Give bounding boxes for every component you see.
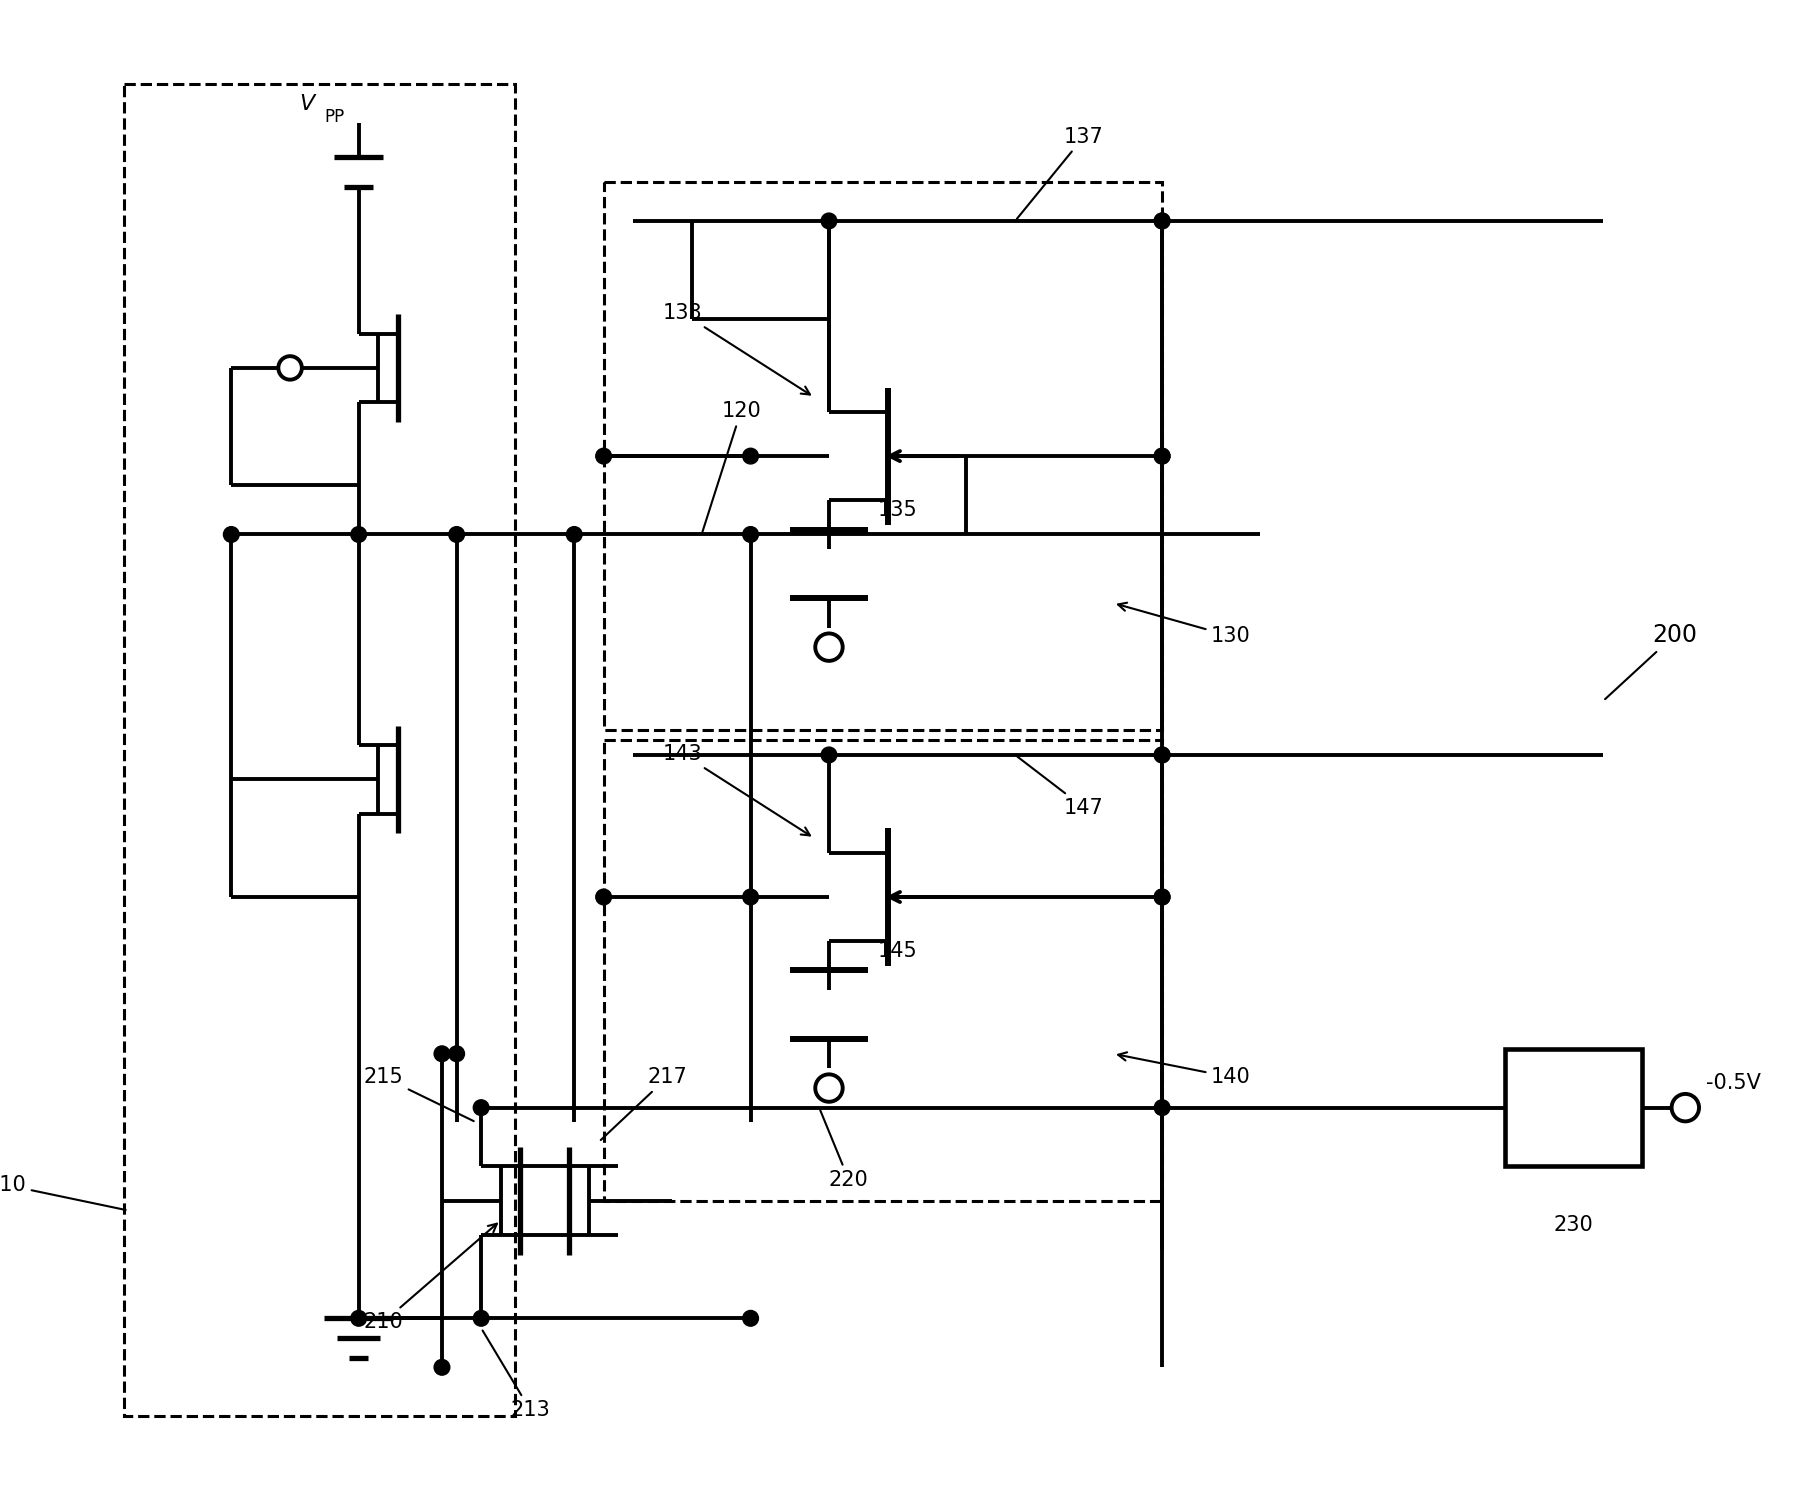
Circle shape <box>744 1311 758 1326</box>
Text: 130: 130 <box>1118 603 1251 646</box>
Text: -0.5V: -0.5V <box>1705 1073 1762 1093</box>
Circle shape <box>1154 448 1171 464</box>
Circle shape <box>473 1100 489 1115</box>
Text: 213: 213 <box>482 1330 551 1420</box>
Bar <box>1505 1049 1642 1166</box>
Text: PP: PP <box>324 108 345 126</box>
Circle shape <box>473 1311 489 1326</box>
Circle shape <box>1154 213 1171 228</box>
Text: 135: 135 <box>878 500 918 520</box>
Circle shape <box>596 890 611 905</box>
Text: 220: 220 <box>820 1111 869 1190</box>
Text: V: V <box>300 93 315 114</box>
Text: 210: 210 <box>364 1223 496 1332</box>
Circle shape <box>1154 213 1171 228</box>
Circle shape <box>449 526 464 543</box>
Text: 200: 200 <box>1605 624 1696 699</box>
Text: 110: 110 <box>0 1175 125 1210</box>
Bar <box>124 84 516 1416</box>
Circle shape <box>822 747 836 762</box>
Bar <box>604 182 1162 730</box>
Text: 145: 145 <box>878 941 918 960</box>
Text: 230: 230 <box>1554 1216 1594 1235</box>
Circle shape <box>224 526 240 543</box>
Circle shape <box>567 526 582 543</box>
Circle shape <box>1154 890 1171 905</box>
Text: 217: 217 <box>600 1067 687 1141</box>
Text: 133: 133 <box>662 304 811 395</box>
Text: 143: 143 <box>662 744 811 836</box>
Text: 137: 137 <box>1016 126 1104 219</box>
Text: 140: 140 <box>1118 1052 1251 1087</box>
Circle shape <box>351 1311 367 1326</box>
Circle shape <box>1154 747 1171 762</box>
Circle shape <box>351 526 367 543</box>
Text: 215: 215 <box>364 1067 474 1121</box>
Circle shape <box>822 213 836 228</box>
Circle shape <box>596 448 611 464</box>
Circle shape <box>1154 1100 1171 1115</box>
Circle shape <box>744 890 758 905</box>
Text: 120: 120 <box>702 401 762 532</box>
Text: 147: 147 <box>1018 756 1104 818</box>
Circle shape <box>1154 747 1171 762</box>
Circle shape <box>744 448 758 464</box>
Circle shape <box>435 1359 449 1375</box>
Circle shape <box>744 526 758 543</box>
Bar <box>604 741 1162 1201</box>
Circle shape <box>449 1046 464 1061</box>
Circle shape <box>1154 890 1171 905</box>
Circle shape <box>435 1046 449 1061</box>
Circle shape <box>1154 448 1171 464</box>
